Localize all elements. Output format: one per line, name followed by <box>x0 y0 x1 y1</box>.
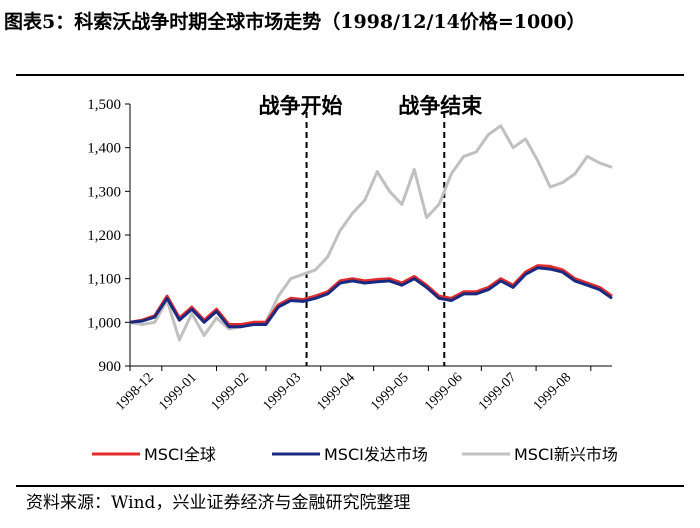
x-tick-label: 1999-03 <box>261 370 305 414</box>
legend: MSCI全球 MSCI发达市场 MSCI新兴市场 <box>92 445 618 464</box>
series-layer <box>129 124 613 342</box>
x-tick-label: 1999-08 <box>531 370 575 414</box>
annotation-label: 战争结束 <box>398 94 483 118</box>
x-tick-label: 1999-07 <box>476 370 520 414</box>
y-tick-label: 1,500 <box>87 97 121 113</box>
annotation-layer: 战争开始 战争结束 <box>259 94 483 366</box>
annotation-label: 战争开始 <box>259 94 343 118</box>
x-tick-label: 1999-02 <box>208 370 252 414</box>
chart-axes: 900 1,000 1,100 1,200 1,300 1,400 1,500 1998-12… <box>87 97 612 414</box>
legend-label: MSCI发达市场 <box>324 445 428 464</box>
figure-title: 图表5：科索沃战争时期全球市场走势（1998/12/14价格=1000） <box>4 11 586 33</box>
series-line-3 <box>129 124 613 342</box>
y-tick-label: 900 <box>99 359 122 375</box>
y-tick-label: 1,300 <box>87 184 121 200</box>
source-note: 资料来源：Wind，兴业证券经济与金融研究院整理 <box>26 493 411 513</box>
x-tick-label: 1999-06 <box>422 370 466 414</box>
legend-label: MSCI新兴市场 <box>514 445 618 464</box>
x-tick-label: 1999-01 <box>156 370 200 414</box>
y-tick-label: 1,100 <box>87 272 121 288</box>
legend-label: MSCI全球 <box>144 445 216 464</box>
x-tick-label: 1999-04 <box>314 370 358 414</box>
y-tick-label: 1,200 <box>87 228 121 244</box>
series-line-1 <box>129 264 613 326</box>
x-tick-label: 1998-12 <box>113 370 157 414</box>
y-tick-label: 1,000 <box>87 315 121 331</box>
x-tick-label: 1999-05 <box>368 370 412 414</box>
title-divider <box>16 74 684 76</box>
series-line-2 <box>129 266 613 329</box>
y-tick-label: 1,400 <box>87 141 121 157</box>
source-divider <box>16 485 684 487</box>
